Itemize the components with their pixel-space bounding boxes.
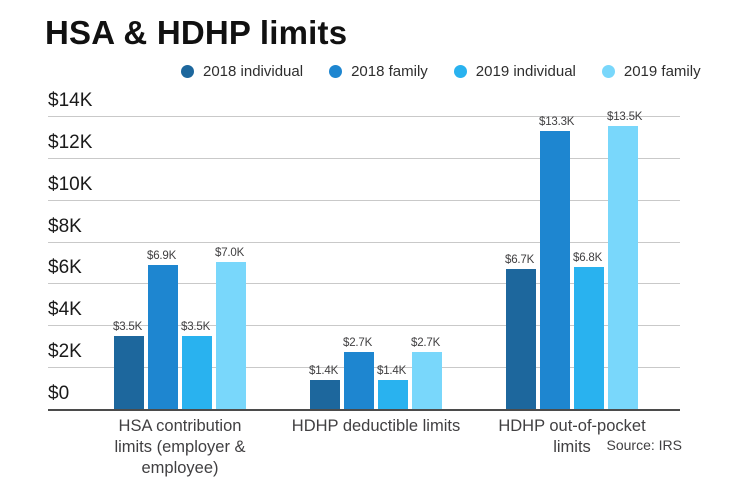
category-label-line: limits (employer & xyxy=(114,438,246,456)
bar-value-label: $13.3K xyxy=(539,116,575,128)
legend-swatch-icon xyxy=(181,65,194,78)
source-label: Source: IRS xyxy=(606,437,682,453)
bar-2019-individual-group-1 xyxy=(182,336,212,409)
bar-2018-individual-group-1 xyxy=(114,336,144,409)
bar-2019-family-group-2 xyxy=(412,352,442,409)
bar-2018-family-group-3 xyxy=(540,131,570,409)
gridline xyxy=(48,199,680,201)
bar-2019-family-group-1 xyxy=(216,262,246,409)
bar-value-label: $6.9K xyxy=(147,250,177,262)
bar-value-label: $1.4K xyxy=(309,365,339,377)
legend-item-2019-family: 2019 family xyxy=(601,63,701,80)
bar-value-label: $6.8K xyxy=(573,252,603,264)
bar-value-label: $2.7K xyxy=(411,337,441,349)
category-label: HDHP out-of-pocket limits xyxy=(442,416,702,458)
legend-item-2018-family: 2018 family xyxy=(329,63,428,80)
gridline xyxy=(48,241,680,243)
y-tick-label: $2K xyxy=(48,341,82,363)
bar-value-label: $3.5K xyxy=(181,321,211,333)
category-label-line: HDHP out-of-pocket xyxy=(498,417,646,435)
y-tick-label: $0 xyxy=(48,383,70,404)
legend-label: 2018 family xyxy=(351,63,428,80)
bar-value-label: $7.0K xyxy=(215,247,245,259)
bar-2019-family-group-3 xyxy=(608,126,638,409)
bar-2018-individual-group-3 xyxy=(506,269,536,409)
y-tick-label: $6K xyxy=(48,257,82,279)
legend-label: 2019 individual xyxy=(475,63,576,80)
y-tick-label: $10K xyxy=(48,173,93,195)
category-label: HSA contribution limits (employer & employ… xyxy=(50,416,310,479)
bar-2018-family-group-1 xyxy=(148,265,178,409)
bar-value-label: $2.7K xyxy=(343,337,373,349)
bar-2019-individual-group-3 xyxy=(574,267,604,409)
bar-2019-individual-group-2 xyxy=(378,380,408,409)
bar-value-label: $6.7K xyxy=(505,254,535,266)
y-tick-label: $12K xyxy=(48,131,93,153)
category-label-line: employee) xyxy=(141,459,219,477)
gridline xyxy=(48,116,680,117)
category-label-line: limits xyxy=(553,438,591,456)
bar-value-label: $1.4K xyxy=(377,365,407,377)
y-tick-label: $4K xyxy=(48,299,82,321)
gridline xyxy=(48,157,680,159)
legend-item-2018-individual: 2018 individual xyxy=(181,63,303,80)
gridline xyxy=(48,325,680,327)
category-label-line: HSA contribution xyxy=(118,417,242,435)
legend-swatch-icon xyxy=(453,65,467,78)
category-label: HDHP deductible limits xyxy=(246,416,506,437)
chart-title: HSA & HDHP limits xyxy=(45,14,348,51)
legend-item-2019-individual: 2019 individual xyxy=(453,63,576,80)
category-label-line: HDHP deductible limits xyxy=(291,417,461,435)
bar-2018-individual-group-2 xyxy=(310,380,340,409)
x-axis-line xyxy=(48,409,680,411)
legend-label: 2019 family xyxy=(623,63,701,80)
legend: 2018 individual 2018 family 2019 individua… xyxy=(181,63,701,80)
bar-2018-family-group-2 xyxy=(344,352,374,409)
legend-label: 2018 individual xyxy=(203,63,304,80)
gridline xyxy=(48,283,680,285)
legend-swatch-icon xyxy=(601,65,615,78)
y-tick-label: $14K xyxy=(48,90,93,111)
bar-value-label: $13.5K xyxy=(607,111,643,123)
bar-value-label: $3.5K xyxy=(113,321,143,333)
y-tick-label: $8K xyxy=(48,215,82,237)
legend-swatch-icon xyxy=(329,65,343,78)
